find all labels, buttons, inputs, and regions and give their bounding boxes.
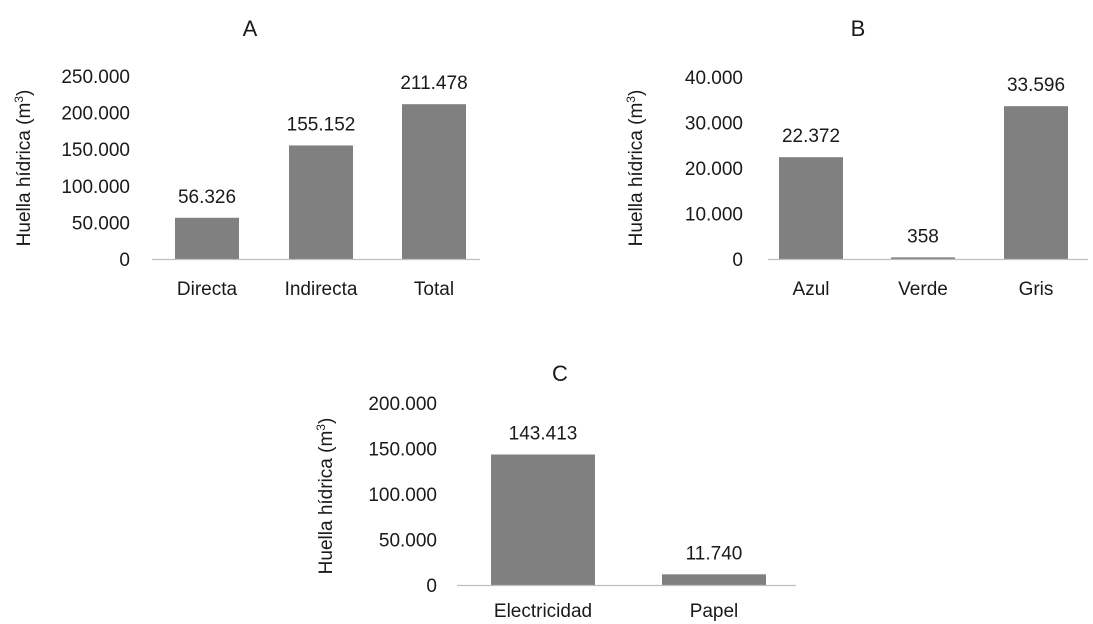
chart-title: B xyxy=(851,16,866,41)
category-label: Directa xyxy=(177,279,238,300)
y-tick-label: 150.000 xyxy=(61,140,130,161)
category-label: Indirecta xyxy=(285,279,358,300)
y-axis-label: Huella hídrica (m3) xyxy=(12,90,35,247)
bar-gris xyxy=(1004,106,1068,259)
bar-indirecta xyxy=(289,145,353,259)
bar-electricidad xyxy=(491,454,595,585)
bar-azul xyxy=(779,157,843,259)
bar-verde xyxy=(891,257,955,259)
y-tick-label: 200.000 xyxy=(368,394,437,415)
data-label: 211.478 xyxy=(400,73,467,94)
y-tick-label: 0 xyxy=(732,250,743,271)
y-tick-label: 100.000 xyxy=(61,177,130,198)
chart-c: C Huella hídrica (m3) 0 50.000 100.000 150.00… xyxy=(314,361,796,622)
y-tick-label: 50.000 xyxy=(379,531,437,552)
y-tick-label: 250.000 xyxy=(61,67,130,88)
y-tick-label: 100.000 xyxy=(368,485,437,506)
data-label: 22.372 xyxy=(782,126,840,147)
y-tick-label: 20.000 xyxy=(685,159,743,180)
y-tick-label: 40.000 xyxy=(685,68,743,89)
y-tick-label: 30.000 xyxy=(685,114,743,135)
bar-total xyxy=(402,104,466,259)
y-tick-label: 10.000 xyxy=(685,205,743,226)
data-label: 33.596 xyxy=(1007,75,1065,96)
y-tick-label: 200.000 xyxy=(61,104,130,125)
data-label: 358 xyxy=(907,226,939,247)
y-tick-label: 50.000 xyxy=(72,213,130,234)
category-label: Gris xyxy=(1019,279,1054,300)
chart-title: A xyxy=(243,16,258,41)
chart-b: B Huella hídrica (m3) 0 10.000 20.000 30.000 4… xyxy=(624,16,1088,300)
data-label: 11.740 xyxy=(686,543,743,564)
data-label: 155.152 xyxy=(287,114,356,135)
y-tick-label: 150.000 xyxy=(368,440,437,461)
chart-a: A Huella hídrica (m3) 0 50.000 100.000 150.00… xyxy=(12,16,480,300)
data-label: 143.413 xyxy=(509,423,578,444)
bar-directa xyxy=(175,217,239,259)
data-label: 56.326 xyxy=(178,187,236,208)
y-tick-label: 0 xyxy=(119,250,130,271)
y-axis-label: Huella hídrica (m3) xyxy=(624,90,647,247)
category-label: Azul xyxy=(793,279,830,300)
category-label: Papel xyxy=(690,601,739,622)
bar-papel xyxy=(662,574,766,585)
category-label: Verde xyxy=(898,279,948,300)
category-label: Total xyxy=(414,279,454,300)
y-tick-label: 0 xyxy=(426,576,437,597)
category-label: Electricidad xyxy=(494,601,592,622)
chart-title: C xyxy=(552,361,568,386)
y-axis-label: Huella hídrica (m3) xyxy=(314,418,337,575)
